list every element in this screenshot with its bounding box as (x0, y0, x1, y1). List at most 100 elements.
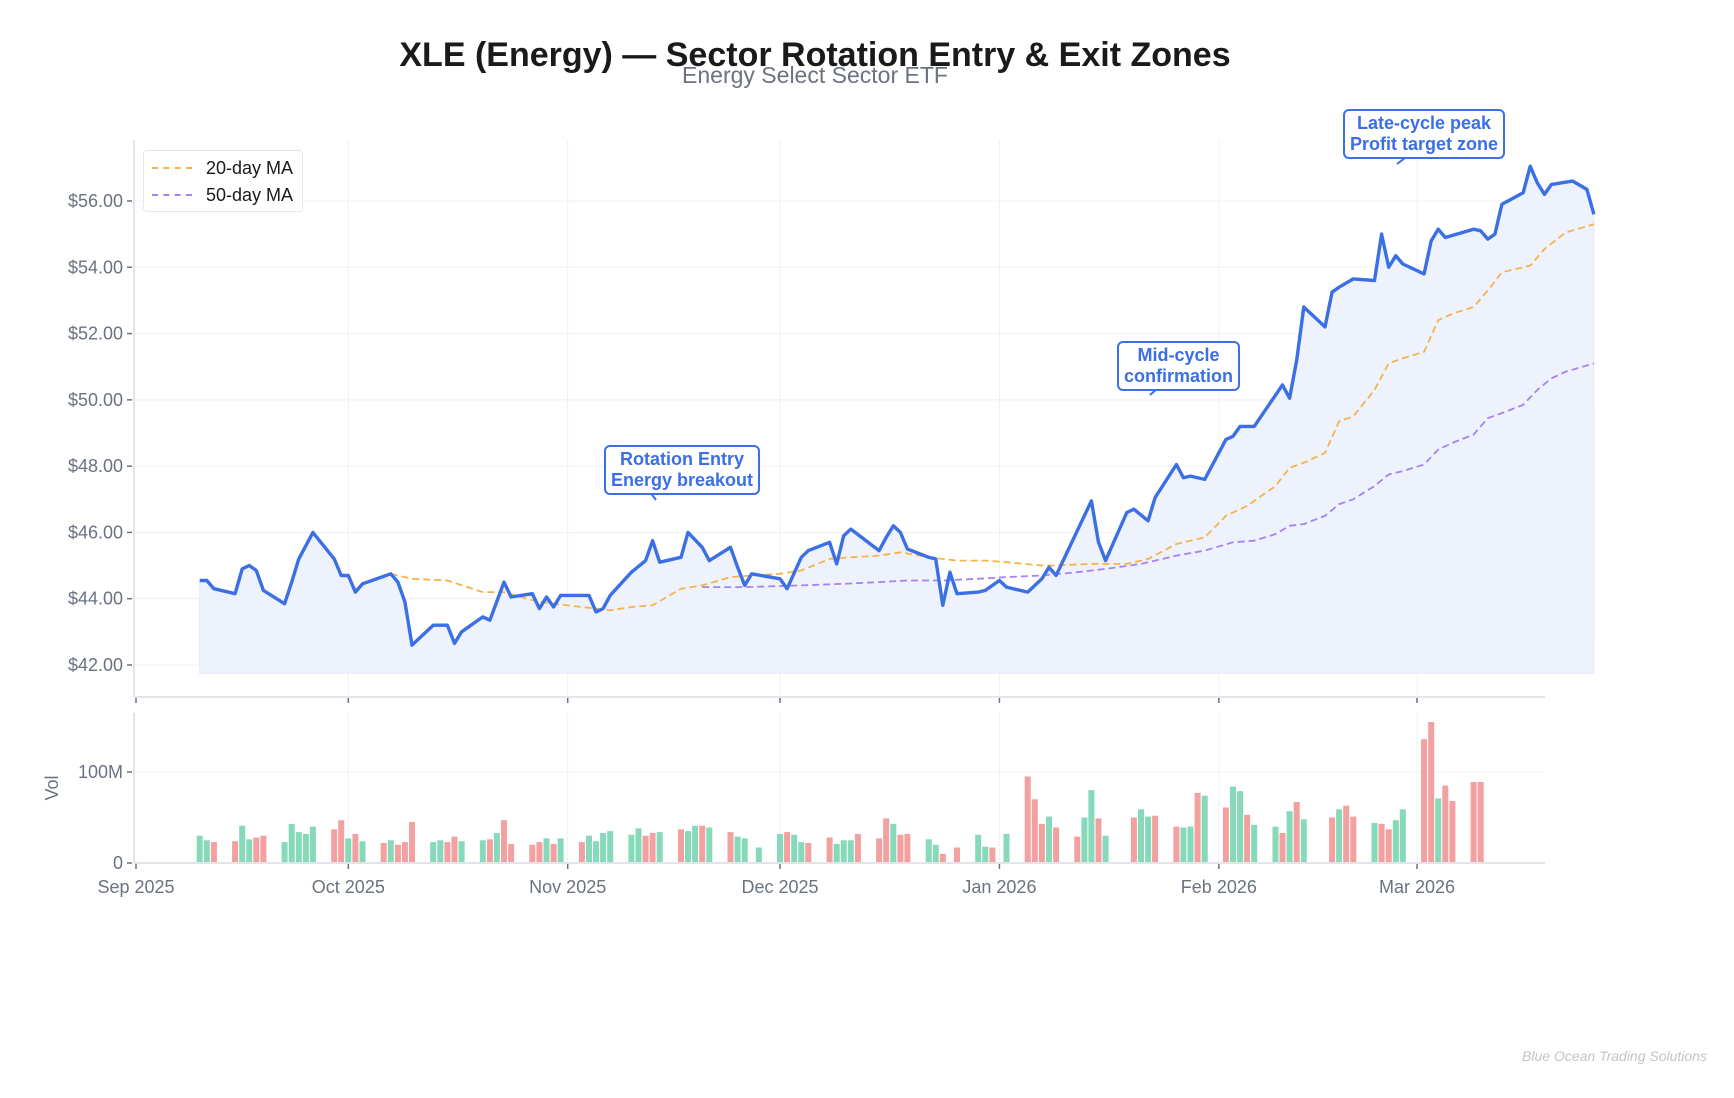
volume-bar (309, 826, 316, 863)
x-tick-label: Dec 2025 (742, 877, 819, 897)
volume-bar (1286, 811, 1293, 863)
annotation-late-cycle-peak: Late-cycle peak Profit target zone (1343, 109, 1506, 159)
volume-bar (1428, 722, 1435, 863)
volume-bar (642, 835, 649, 863)
volume-bar (1053, 827, 1060, 863)
volume-bar (798, 842, 805, 863)
volume-bar (607, 831, 614, 863)
volume-bar (444, 842, 451, 863)
volume-bar (833, 843, 840, 863)
volume-bar (890, 823, 897, 863)
volume-bar (706, 827, 713, 863)
volume-bar (699, 825, 706, 863)
volume-bar (380, 843, 387, 863)
volume-bar (401, 842, 408, 863)
volume-bar (876, 838, 883, 863)
vol-tick-label: 0 (113, 853, 123, 873)
volume-bar (1293, 802, 1300, 863)
volume-bar (479, 840, 486, 864)
volume-bar (508, 843, 515, 863)
volume-bar (791, 834, 798, 863)
volume-bar (246, 839, 253, 863)
volume-bar (1081, 817, 1088, 863)
volume-bar (387, 840, 394, 864)
volume-bar (501, 820, 507, 863)
volume-bar (486, 839, 493, 863)
legend: 20-day MA 50-day MA (143, 150, 303, 212)
volume-bar (260, 835, 267, 863)
volume-bar (1180, 827, 1187, 863)
volume-bar (1145, 816, 1152, 863)
volume-bar (685, 831, 691, 863)
volume-bar (1251, 824, 1258, 863)
volume-bar (593, 841, 599, 863)
chart-subtitle: Energy Select Sector ETF (682, 62, 948, 88)
volume-bar (338, 820, 345, 863)
x-tick-label: Sep 2025 (97, 877, 174, 897)
volume-bar (458, 841, 465, 863)
volume-bar (975, 834, 982, 863)
volume-bar (1272, 826, 1279, 863)
chart-title: XLE (Energy) — Sector Rotation Entry & E… (399, 36, 1231, 74)
volume-bar (451, 836, 458, 863)
volume-bar (727, 832, 734, 863)
volume-bar (1003, 833, 1010, 863)
volume-bar (1038, 823, 1045, 863)
x-tick-label: Nov 2025 (529, 877, 606, 897)
volume-bar (281, 842, 288, 863)
volume-bar (777, 833, 783, 863)
volume-bar (939, 853, 946, 863)
y-tick-label: $54.00 (68, 257, 123, 277)
legend-label: 50-day MA (206, 184, 294, 205)
volume-bar (741, 838, 748, 863)
volume-bar (1194, 792, 1201, 863)
x-tick-label: Feb 2026 (1181, 877, 1257, 897)
volume-bar (253, 837, 260, 863)
volume-bar (1201, 795, 1208, 863)
ma20-line (390, 223, 1595, 612)
volume-bar (600, 833, 607, 863)
volume-bar (1138, 809, 1144, 863)
volume-bar (409, 822, 415, 863)
ma50-swatch-icon (152, 194, 192, 196)
volume-bar (1300, 819, 1307, 863)
price-line (199, 164, 1596, 647)
volume-bar (635, 828, 642, 863)
x-tick-label: Mar 2026 (1379, 877, 1455, 897)
volume-bar (1173, 826, 1180, 863)
volume-bar (932, 844, 939, 863)
volume-bar (1385, 829, 1392, 863)
volume-bar (586, 835, 592, 863)
volume-bar (1470, 782, 1477, 863)
volume-bar (352, 833, 359, 863)
volume-bar (954, 847, 960, 863)
volume-bar (1244, 814, 1251, 863)
volume-bar (239, 825, 246, 863)
volume-bar (536, 842, 543, 863)
volume-bar (805, 843, 812, 863)
volume-bar (1350, 816, 1357, 863)
volume-bar (210, 842, 217, 863)
volume-bars (196, 722, 1484, 864)
annotation-mid-cycle: Mid-cycle confirmation (1117, 341, 1241, 391)
volume-bar (1343, 805, 1350, 863)
volume-bar (1392, 820, 1399, 863)
volume-bar (678, 829, 684, 863)
volume-bar (1329, 817, 1336, 863)
y-tick-label: $56.00 (68, 191, 123, 211)
volume-bar (989, 847, 996, 863)
volume-bar (1046, 816, 1052, 863)
volume-bar (1336, 809, 1343, 863)
volume-bar (557, 838, 564, 863)
volume-bar (847, 840, 854, 864)
y-tick-label: $50.00 (68, 390, 123, 410)
volume-bar (883, 818, 890, 863)
volume-bar (550, 843, 557, 863)
volume-bar (649, 833, 656, 863)
volume-bar (1442, 785, 1449, 863)
x-tick-label: Oct 2025 (312, 877, 385, 897)
annotation-rotation-entry: Rotation Entry Energy breakout (604, 445, 761, 495)
volume-bar (1477, 782, 1484, 863)
volume-bar (543, 838, 550, 863)
ma20-swatch-icon (152, 167, 192, 169)
